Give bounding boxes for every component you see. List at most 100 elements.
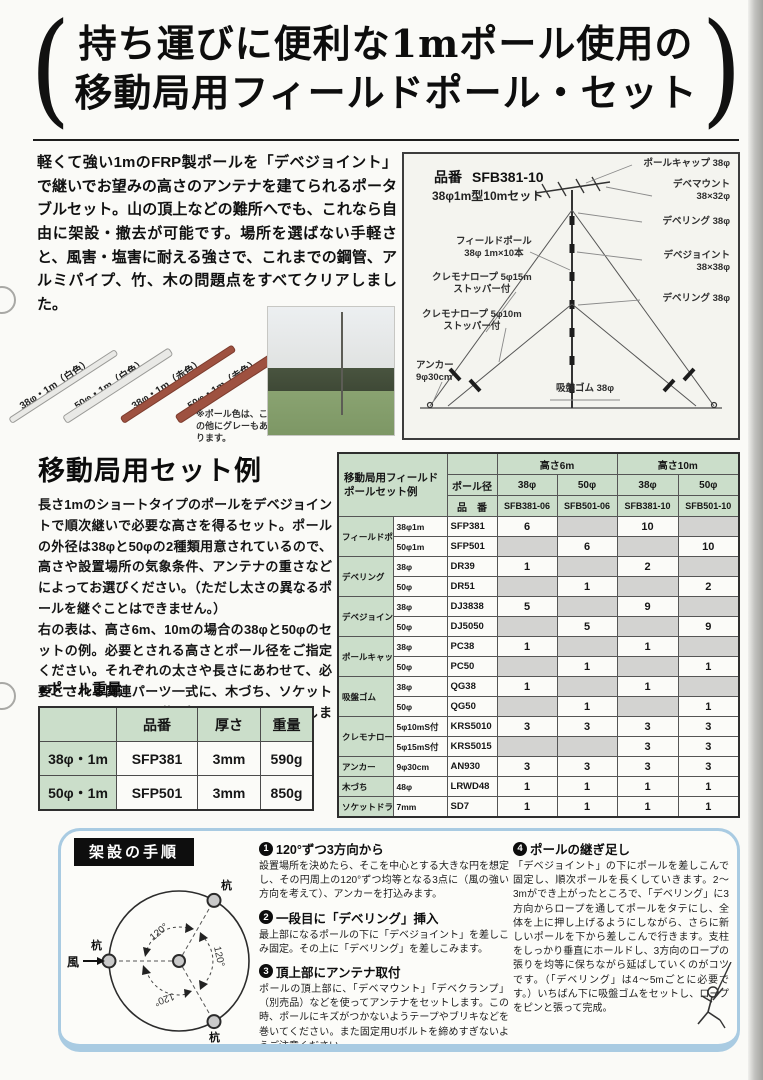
table-row: 吸盤ゴム 38φ QG38 1 1	[337, 676, 740, 717]
quantity-cell: 3	[677, 756, 740, 777]
quantity-cell: 1	[616, 776, 679, 797]
title-line-2: 移動局用フィールドポール・セット	[74, 70, 698, 115]
height-10m-header: 高さ10m	[616, 452, 740, 475]
table-row: ソケットドライバー7mmSD71111	[337, 796, 740, 818]
size-cell: 7mm	[392, 796, 448, 818]
code-cell: DR51	[446, 576, 498, 597]
binder-hole	[0, 682, 16, 710]
quantity-cell: 3	[677, 736, 740, 757]
size-cell: 50φ1m	[392, 536, 448, 557]
table-row: 50φ DR51 1 2	[338, 576, 740, 597]
set-example-section: 移動局用セット例 長さ1mのショートタイプのポールをデベジョイントで順次継いで必…	[38, 449, 332, 745]
quantity-cell	[556, 736, 618, 757]
table-header-row: ポール径 38φ 50φ 38φ 50φ	[338, 474, 740, 496]
quantity-cell	[616, 616, 679, 637]
procedure-step-4: 4 ポールの継ぎ足し 「デベジョイント」の下にポールを差しこんで固定し、順次ポール…	[513, 841, 729, 1014]
quantity-cell: 1	[677, 656, 740, 677]
quantity-cell	[556, 556, 618, 577]
table-row: フィールドポール38φ1mSFP3816 10	[337, 516, 740, 557]
quantity-cell	[556, 636, 618, 657]
label-rope-10m: クレモナロープ 5φ10m ストッパー付	[422, 309, 522, 333]
assembly-diagram: 品番 SFB381-10 38φ1m型10mセット ポールキャップ 38φ デベマ…	[402, 152, 740, 440]
angle-label: 120°	[153, 990, 176, 1007]
page-edge-shadow	[748, 0, 763, 1080]
stake-label: 杭	[221, 878, 232, 892]
category-cell: フィールドポール	[337, 516, 394, 557]
size-cell: 50φ	[392, 616, 448, 637]
photo-grass	[268, 391, 394, 435]
code-cell: KRS5010	[446, 716, 498, 737]
quantity-cell: 1	[616, 636, 679, 657]
quantity-cell	[556, 676, 618, 697]
code-cell: QG50	[446, 696, 498, 717]
quantity-cell: 1	[496, 556, 558, 577]
procedure-steps-right-column: 4 ポールの継ぎ足し 「デベジョイント」の下にポールを差しこんで固定し、順次ポール…	[513, 839, 729, 1021]
open-paren: (	[30, 0, 71, 140]
quantity-cell: 1	[556, 696, 618, 717]
quantity-cell: 9	[616, 596, 679, 617]
size-cell: 5φ15mS付	[392, 736, 448, 757]
set-example-heading: 移動局用セット例	[38, 456, 262, 486]
quantity-cell: 5	[496, 596, 558, 617]
quantity-cell: 1	[496, 776, 558, 797]
installation-procedure-panel: 架設の手順 120° 120°	[58, 828, 740, 1052]
quantity-cell	[677, 676, 740, 697]
quantity-cell: 3	[556, 756, 618, 777]
page-title: ( 持ち運びに便利な1mポール使用の 移動局用フィールドポール・セット )	[30, 7, 742, 130]
table-row: 50φ QG50 1 1	[338, 696, 740, 717]
binder-hole	[0, 286, 16, 314]
quantity-cell	[677, 516, 740, 537]
code-cell: SFP381	[446, 516, 498, 537]
pole-dia-label: ポール径	[446, 474, 498, 496]
label-field-pole: フィールドポール 38φ 1m×10本	[456, 236, 532, 260]
quantity-cell: 1	[677, 776, 740, 797]
close-paren: )	[701, 0, 742, 140]
intro-paragraph: 軽くて強い1mのFRP製ポールを「デベジョイント」で継いでお望みの高さのアンテナ…	[37, 154, 397, 314]
quantity-cell: 9	[677, 616, 740, 637]
mast-drawing	[420, 164, 722, 409]
size-cell: 50φ	[392, 576, 448, 597]
table-row: デベジョイント38φDJ383859	[337, 596, 740, 637]
quantity-cell	[677, 636, 740, 657]
stake-label: 杭	[91, 938, 102, 952]
size-cell: 38φ1m	[392, 516, 448, 537]
angle-label: 120°	[148, 922, 171, 944]
quantity-cell: 10	[677, 536, 740, 557]
quantity-cell	[677, 596, 740, 617]
table-row: 木づち 48φ LRWD48 1 1 1 1	[337, 776, 740, 797]
table-header-row: 移動局用フィールド ポールセット例 高さ6m 高さ10m	[337, 452, 740, 517]
quantity-cell	[616, 536, 679, 557]
table-row: デベリング 38φ DR39 1 2	[337, 556, 740, 597]
procedure-step-1: 1 120°ずつ3方向から 設置場所を決めたら、そこを中心とする大きな円を想定し、…	[259, 841, 509, 901]
label-anchor: アンカー 9φ30cm	[416, 360, 454, 384]
quantity-cell: 1	[556, 776, 618, 797]
category-cell: ソケットドライバー	[337, 796, 394, 818]
quantity-cell: 3	[616, 716, 679, 737]
quantity-cell: 3	[616, 756, 679, 777]
quantity-cell	[496, 576, 558, 597]
table-row: 50φ1m SFP501 6 10	[338, 536, 740, 557]
size-cell: 48φ	[392, 776, 448, 797]
quantity-cell	[496, 536, 558, 557]
quantity-cell	[496, 696, 558, 717]
quantity-cell: 3	[496, 756, 558, 777]
category-cell: 吸盤ゴム	[337, 676, 394, 717]
size-cell: 38φ	[392, 636, 448, 657]
table-row: アンカー 9φ30cm AN930 3 3 3 3	[337, 756, 740, 777]
field-pole-set-table: 移動局用フィールド ポールセット例 高さ6m 高さ10m ポール径 38φ 50…	[337, 452, 741, 818]
wind-arrow-icon	[97, 957, 105, 965]
quantity-cell	[616, 656, 679, 677]
code-cell: LRWD48	[446, 776, 498, 797]
quantity-cell: 6	[496, 516, 558, 537]
quantity-cell: 2	[616, 556, 679, 577]
quantity-cell: 2	[677, 576, 740, 597]
size-cell: 38φ	[392, 596, 448, 617]
label-debe-ring-lower: デベリング 38φ	[662, 293, 730, 304]
code-cell: KRS5015	[446, 736, 498, 757]
pole-weight-heading: ●ポール重量	[38, 681, 123, 698]
procedure-steps-left-column: 1 120°ずつ3方向から 設置場所を決めたら、そこを中心とする大きな円を想定し、…	[259, 839, 509, 1044]
size-cell: 38φ	[392, 556, 448, 577]
quantity-cell	[496, 616, 558, 637]
quantity-cell	[616, 696, 679, 717]
